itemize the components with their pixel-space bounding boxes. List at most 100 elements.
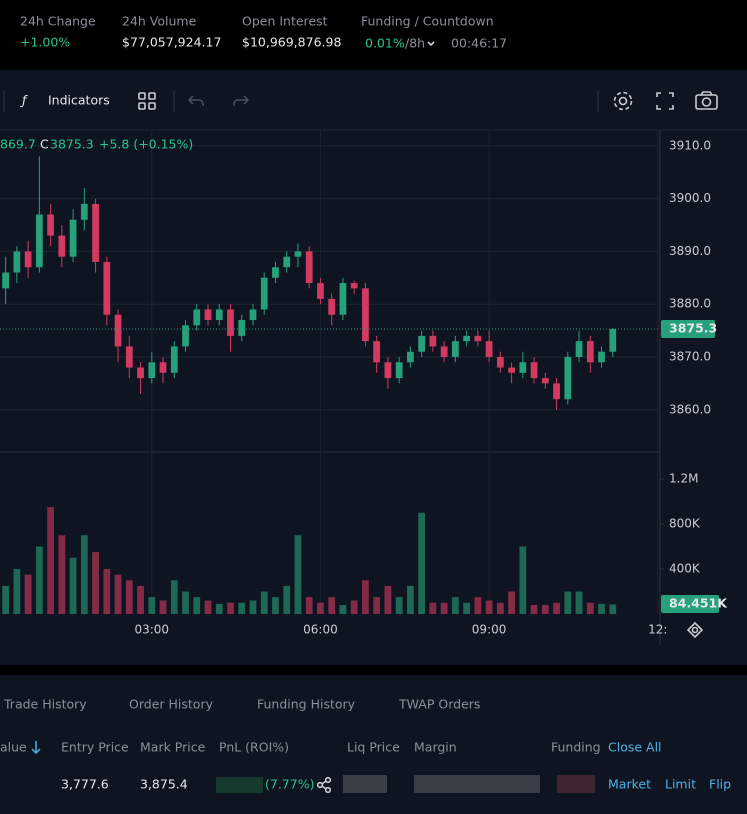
candle-body [440,346,448,357]
volume-bar [530,605,538,614]
volume-bar [328,597,336,614]
entry-price: 3,777.6 [61,777,109,792]
volume-bar [429,602,437,614]
candle-body [159,362,167,373]
candle-body [429,335,437,347]
volume-bar [407,585,414,614]
candle-body [35,214,43,268]
stat-label: Funding / Countdown [361,14,494,29]
candle-body [496,356,504,368]
candle-body [148,362,156,379]
y-tick-label: 3890.0 [669,244,711,258]
stat-label: Open Interest [242,14,328,29]
candle-body [47,214,54,236]
stat-value: +1.00% [20,35,70,50]
volume-bar [13,569,21,614]
roi: (7.77%) [265,777,314,792]
column-header: alue [0,740,27,755]
countdown: 00:46:17 [451,36,507,51]
volume-bar [80,535,88,614]
fullscreen-icon[interactable] [656,92,674,110]
candle-body [69,219,77,257]
candle-body [373,341,381,363]
tab[interactable]: Order History [129,697,214,712]
candle-body [58,235,66,257]
volume-bar [496,602,504,614]
volume-bar [58,535,66,614]
volume-bar [114,574,122,614]
volume-bar [362,580,369,614]
reset-scale-icon[interactable] [686,621,704,639]
candle-body [586,341,594,363]
volume-bar [35,546,43,614]
candle-body [2,272,9,289]
candle-body [384,362,392,379]
volume-bar [609,604,617,614]
redo-icon[interactable] [233,95,250,106]
indicators-button[interactable]: Indicators [48,93,110,108]
candle-body [193,309,201,326]
candle-body [215,309,223,321]
candle-body [182,325,189,347]
volume-bar [103,569,111,614]
y-tick-label: 3910.0 [669,138,711,152]
funding-interval: /8h [405,36,425,51]
tab[interactable]: Trade History [3,697,87,712]
volume-bar [598,603,605,614]
plot: 3860.0 3870.0 3880.0 3890.0 3900.0 3910.0 400K… [0,130,728,645]
last-volume-box [661,595,719,613]
layout-icon[interactable] [138,92,156,110]
sort-icon[interactable] [31,741,41,755]
tab[interactable]: TWAP Orders [398,697,480,712]
volume-bar [193,597,201,614]
stat-label: 24h Volume [122,14,197,29]
x-tick-label: 12: [648,623,667,637]
candle-body [451,341,459,357]
volume-bar [541,605,549,614]
column-header: Liq Price [347,740,400,755]
volume-bar [485,600,493,614]
volume-bar [474,597,482,614]
candle-body [362,288,369,342]
positions-table: alue Entry Price Mark Price PnL (ROI%) L… [0,740,731,794]
close-all-button[interactable]: Close All [608,740,662,755]
candle-body [283,256,291,268]
column-header: Mark Price [140,740,206,755]
last-price-label: 3875.3 [669,321,717,336]
chart-panel [0,70,747,665]
candle-body [575,341,583,357]
volume-bar [463,602,470,614]
settings-icon[interactable] [613,91,633,111]
fx-icon[interactable]: ƒ [20,93,28,108]
column-header: Entry Price [61,740,129,755]
candle-body [463,335,470,342]
candle-body [294,251,302,257]
tab[interactable]: Funding History [257,697,356,712]
volume-bar [283,585,291,614]
candle-body [137,367,144,379]
volume-bar [575,591,583,614]
mark-price: 3,875.4 [140,777,188,792]
candle-body [317,283,324,299]
flip-button[interactable]: Flip [709,777,731,792]
funding-rate: 0.01% [365,36,405,51]
candle-body [553,383,560,400]
candle-body [103,261,111,315]
volume-bar [260,591,268,614]
undo-icon[interactable] [187,95,204,106]
volume-bar [350,600,358,614]
candle-body [249,309,257,321]
chevron[interactable] [427,41,435,47]
candle-body [328,298,336,315]
candle-body [395,362,403,379]
volume-bar [553,602,560,614]
market-button[interactable]: Market [608,777,651,792]
share-icon[interactable] [316,776,332,794]
candle-body [92,203,99,262]
camera-icon[interactable] [695,91,718,110]
y-tick-label: 3880.0 [669,297,711,311]
candle-body [474,335,482,342]
candle-body [508,367,515,373]
volume-bar [24,574,32,614]
limit-button[interactable]: Limit [665,777,696,792]
